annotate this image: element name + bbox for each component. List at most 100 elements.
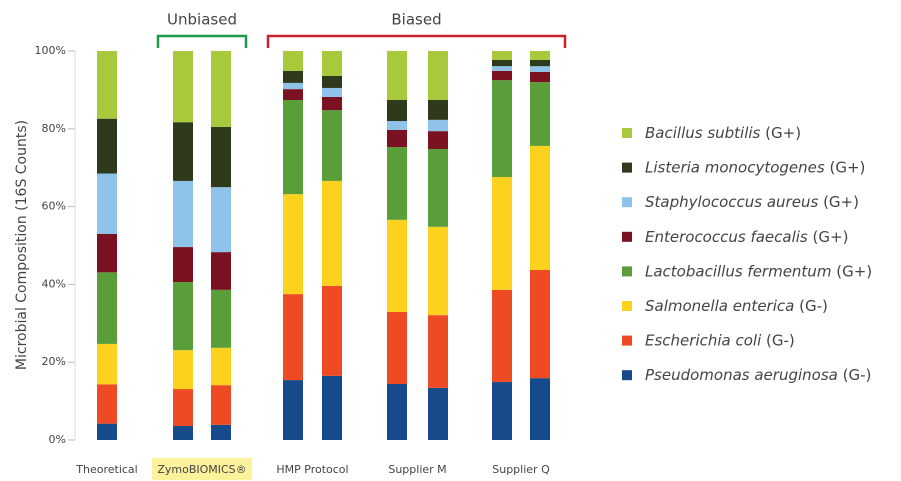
- legend-name: Listeria monocytogenes: [645, 158, 825, 176]
- y-tick-label: 80%: [42, 122, 66, 135]
- bar-segment: [428, 51, 448, 101]
- bar-segment: [173, 389, 193, 426]
- legend-label: Salmonella enterica (G-): [645, 297, 828, 315]
- bar-segment: [97, 384, 117, 424]
- legend-label: Escherichia coli (G-): [645, 331, 795, 349]
- y-tick-label: 0%: [49, 433, 66, 446]
- legend-swatch: [622, 197, 632, 208]
- bar-segment: [322, 180, 342, 286]
- bar-segment: [322, 375, 342, 440]
- legend-swatch: [622, 335, 632, 346]
- bar-segment: [428, 315, 448, 388]
- bar-segment: [530, 270, 550, 379]
- bar-segment: [173, 247, 193, 283]
- legend-swatch: [622, 231, 632, 242]
- bar-segment: [173, 180, 193, 248]
- bar-segment: [428, 226, 448, 316]
- legend-name: Staphylococcus aureus: [645, 193, 818, 211]
- bar-segment: [492, 66, 512, 71]
- bar-segment: [283, 100, 303, 195]
- legend-name: Enterococcus faecalis: [645, 227, 808, 245]
- bar-segment: [211, 126, 231, 188]
- annotation: Biased: [391, 11, 441, 29]
- bar-segment: [322, 51, 342, 76]
- bar-segment: [530, 72, 550, 83]
- bar-segment: [387, 383, 407, 440]
- bar-segment: [211, 289, 231, 348]
- bar-segment: [211, 252, 231, 290]
- bar-segment: [492, 80, 512, 178]
- bar-segment: [283, 89, 303, 101]
- bar-segment: [428, 387, 448, 440]
- bar-segment: [97, 272, 117, 344]
- legend-name: Lactobacillus fermentum: [645, 262, 831, 280]
- bar-segment: [322, 87, 342, 97]
- y-tick-label: 60%: [42, 200, 66, 213]
- x-tick-label: Theoretical: [75, 463, 137, 476]
- y-axis-label: Microbial Composition (16S Counts): [14, 120, 30, 370]
- bar-segment: [97, 173, 117, 234]
- bar-segment: [173, 282, 193, 351]
- legend-gram: (G+): [813, 227, 849, 245]
- bar-segment: [97, 233, 117, 273]
- bar-segment: [173, 51, 193, 123]
- y-tick-label: 100%: [35, 44, 66, 57]
- bar-segment: [387, 100, 407, 122]
- legend-gram: (G+): [836, 262, 872, 280]
- bar-segment: [322, 96, 342, 111]
- legend-label: Listeria monocytogenes (G+): [645, 158, 865, 176]
- bar-segment: [97, 343, 117, 385]
- bar-segment: [492, 70, 512, 81]
- bar-segment: [492, 289, 512, 383]
- legend-name: Escherichia coli: [645, 331, 762, 349]
- bracket: [266, 34, 567, 48]
- bar-segment: [283, 51, 303, 71]
- legend-gram: (G-): [843, 366, 872, 384]
- bar-segment: [283, 70, 303, 83]
- bar-segment: [387, 129, 407, 148]
- bar-segment: [428, 131, 448, 150]
- bar-segment: [492, 51, 512, 60]
- bar-segment: [428, 119, 448, 132]
- bar-segment: [97, 51, 117, 119]
- y-tick-label: 40%: [42, 277, 66, 290]
- legend-swatch: [622, 301, 632, 311]
- bar-segment: [211, 385, 231, 425]
- legend-name: Salmonella enterica: [645, 297, 794, 315]
- bar-segment: [211, 347, 231, 386]
- legend-gram: (G-): [766, 331, 795, 349]
- bar-segment: [492, 59, 512, 67]
- legend-label: Staphylococcus aureus (G+): [645, 193, 859, 211]
- bar-segment: [530, 378, 550, 440]
- bar-segment: [428, 100, 448, 120]
- x-tick-label: Supplier Q: [492, 463, 550, 476]
- bar-segment: [97, 118, 117, 174]
- bar-segment: [492, 177, 512, 290]
- annotation: Unbiased: [167, 11, 237, 29]
- bar-segment: [283, 82, 303, 90]
- bar-segment: [283, 194, 303, 295]
- bar-segment: [322, 285, 342, 376]
- legend-swatch: [622, 162, 632, 173]
- x-tick-label: HMP Protocol: [276, 463, 348, 476]
- legend-label: Enterococcus faecalis (G+): [645, 227, 848, 245]
- bar-segment: [283, 294, 303, 381]
- bar-segment: [530, 66, 550, 73]
- bar-segment: [428, 149, 448, 227]
- bar-segment: [211, 424, 231, 440]
- y-tick-label: 20%: [42, 355, 66, 368]
- highlight: [152, 458, 252, 480]
- legend-gram: (G+): [829, 158, 865, 176]
- x-tick-label: Supplier M: [388, 463, 446, 476]
- bar-segment: [387, 121, 407, 130]
- bar-segment: [322, 110, 342, 181]
- legend-swatch: [622, 128, 632, 138]
- bar-segment: [322, 75, 342, 88]
- legend-name: Pseudomonas aeruginosa: [645, 366, 838, 384]
- bar-segment: [530, 59, 550, 67]
- legend-label: Pseudomonas aeruginosa (G-): [645, 366, 871, 384]
- bar-segment: [387, 219, 407, 313]
- bar-segment: [173, 122, 193, 181]
- bar-segment: [387, 147, 407, 220]
